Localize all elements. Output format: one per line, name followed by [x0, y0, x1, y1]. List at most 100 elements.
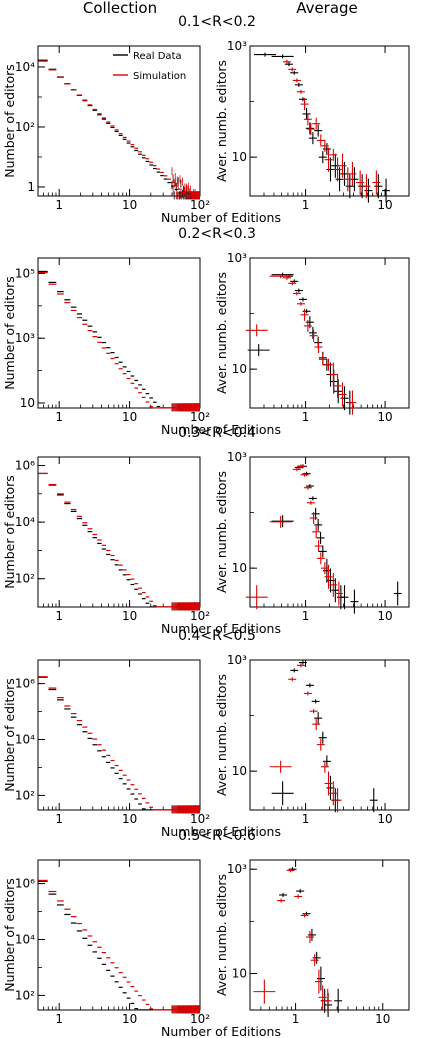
collection-xtick-label: 10 [122, 609, 137, 623]
collection-ylabel: Number of editors [2, 64, 17, 178]
panel-rows: 0.1<R<0.2 1 10 10² 1 10² 10⁴ Real Data Simulatio… [2, 14, 410, 1038]
average-xtick-label: 1 [302, 410, 310, 424]
collection-xtick-label: 10² [190, 609, 210, 623]
average-series-simulation [245, 464, 343, 610]
collection-xtick-label: 10 [122, 410, 137, 424]
collection-ytick-label: 10⁴ [15, 60, 35, 74]
collection-ytick-label: 10³ [15, 331, 35, 345]
collection-frame [37, 659, 201, 811]
collection-frame [37, 45, 201, 197]
collection-ytick-label: 1 [27, 180, 35, 194]
average-xtick-label: 10 [375, 1012, 390, 1026]
average-ytick-label: 10 [232, 764, 247, 778]
collection-ylabel: Number of editors [2, 475, 17, 589]
collection-ytick-label: 10⁴ [15, 515, 35, 529]
collection-series-real [38, 270, 200, 412]
collection-ytick-label: 10⁴ [15, 733, 35, 747]
collection-ytick-label: 10⁶ [15, 677, 35, 691]
collection-frame [37, 257, 201, 409]
average-xtick-label: 1 [302, 198, 310, 212]
average-series-real [271, 464, 402, 614]
average-ytick-label: 10³ [227, 862, 247, 876]
collection-series-simulation [38, 472, 200, 611]
collection-series-simulation [38, 879, 200, 1014]
average-ytick-label: 10 [232, 362, 247, 376]
row-title: 0.3<R<0.4 [178, 425, 256, 441]
collection-xtick-label: 1 [55, 1012, 63, 1026]
collection-ytick-label: 10² [15, 988, 35, 1002]
average-ylabel: Aver. numb. editors [214, 272, 229, 394]
collection-xlabel: Number of Editions [161, 210, 281, 225]
row-title: 0.5<R<0.6 [178, 828, 256, 844]
average-ytick-label: 10 [232, 561, 247, 575]
collection-panel: 1 10 10² 1 10² 10⁴ Real Data Simulation Number o… [2, 45, 281, 225]
collection-xlabel: Number of Editions [161, 621, 281, 636]
collection-ytick-label: 10 [20, 396, 35, 410]
average-series-simulation [245, 274, 357, 415]
collection-xtick-label: 1 [55, 812, 63, 826]
collection-ylabel: Number of editors [2, 276, 17, 390]
collection-ytick-label: 10² [15, 120, 35, 134]
average-xtick-label: 1 [302, 609, 310, 623]
average-panel: 1 10 10 10³ Aver. numb. editors [214, 39, 410, 212]
legend-label: Simulation [133, 71, 186, 82]
average-ytick-label: 10 [232, 150, 247, 164]
average-frame [249, 45, 410, 197]
collection-xtick-label: 1 [55, 198, 63, 212]
collection-xtick-label: 10² [190, 1012, 210, 1026]
collection-xtick-label: 10 [122, 198, 137, 212]
average-ytick-label: 10³ [227, 450, 247, 464]
panel-row-1: 0.1<R<0.2 1 10 10² 1 10² 10⁴ Real Data Simulatio… [2, 14, 410, 225]
average-ylabel: Aver. numb. editors [214, 60, 229, 182]
average-xtick-label: 10 [377, 609, 392, 623]
collection-xlabel: Number of Editions [161, 824, 281, 839]
average-ytick-label: 10³ [227, 653, 247, 667]
collection-ytick-label: 10⁶ [15, 877, 35, 891]
average-series-simulation [282, 59, 381, 199]
average-ylabel: Aver. numb. editors [214, 674, 229, 796]
collection-ytick-label: 10⁵ [15, 266, 35, 280]
legend: Real Data Simulation [113, 51, 186, 82]
collection-column-title: Collection [83, 0, 157, 17]
collection-xtick-label: 10² [190, 410, 210, 424]
average-series-real [279, 867, 343, 1017]
average-ylabel: Aver. numb. editors [214, 471, 229, 593]
average-frame [249, 859, 410, 1011]
average-xtick-label: 10 [377, 198, 392, 212]
row-title: 0.1<R<0.2 [178, 14, 256, 30]
average-ytick-label: 10³ [227, 39, 247, 53]
row-title: 0.4<R<0.5 [178, 628, 256, 644]
collection-ytick-label: 10⁴ [15, 933, 35, 947]
average-ytick-label: 10 [232, 967, 247, 981]
collection-series-simulation [38, 60, 200, 200]
average-series-simulation [253, 868, 332, 1013]
average-column-title: Average [296, 0, 358, 17]
collection-ytick-label: 10² [15, 572, 35, 586]
collection-xtick-label: 10² [190, 812, 210, 826]
collection-xtick-label: 10 [122, 1012, 137, 1026]
average-xtick-label: 10 [377, 812, 392, 826]
collection-ylabel: Number of editors [2, 878, 17, 992]
average-series-real [271, 660, 378, 813]
panel-row-3: 0.3<R<0.4 1 10 10² 10² 10⁴ 10⁶ Number of editor… [2, 425, 410, 636]
collection-ylabel: Number of editors [2, 678, 17, 792]
collection-series-simulation [38, 272, 200, 412]
collection-frame [37, 456, 201, 608]
average-series-simulation [269, 663, 342, 813]
collection-xtick-label: 10² [190, 198, 210, 212]
average-frame [249, 257, 410, 409]
legend-label: Real Data [133, 51, 182, 62]
collection-xlabel: Number of Editions [161, 422, 281, 437]
collection-ytick-label: 10⁶ [15, 459, 35, 473]
row-title: 0.2<R<0.3 [178, 226, 256, 242]
average-panel: 1 10 10 10³ Aver. numb. editors [214, 450, 410, 623]
